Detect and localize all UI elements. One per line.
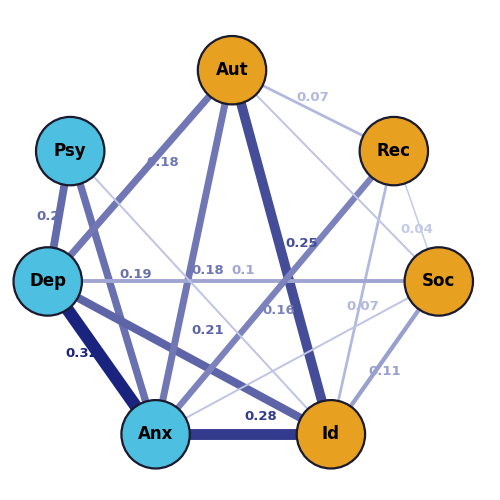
Text: 0.28: 0.28 xyxy=(245,410,278,423)
Text: 0.07: 0.07 xyxy=(346,300,378,312)
Circle shape xyxy=(359,116,428,186)
Text: 0.18: 0.18 xyxy=(191,264,224,276)
Circle shape xyxy=(16,249,80,314)
Circle shape xyxy=(404,247,473,316)
Circle shape xyxy=(298,402,364,466)
Text: 0.18: 0.18 xyxy=(146,156,178,169)
Text: 0.04: 0.04 xyxy=(400,224,433,236)
Circle shape xyxy=(121,400,190,469)
Text: Anx: Anx xyxy=(138,426,173,444)
Circle shape xyxy=(406,249,471,314)
Circle shape xyxy=(123,402,188,466)
Circle shape xyxy=(198,36,266,105)
Text: Psy: Psy xyxy=(54,142,86,160)
Circle shape xyxy=(200,38,264,102)
Text: 0.21: 0.21 xyxy=(191,324,224,338)
Circle shape xyxy=(296,400,366,469)
Circle shape xyxy=(36,116,105,186)
Text: 0.2: 0.2 xyxy=(36,210,60,223)
Text: Rec: Rec xyxy=(377,142,411,160)
Text: 0.11: 0.11 xyxy=(368,365,401,378)
Text: Soc: Soc xyxy=(422,272,456,290)
Circle shape xyxy=(362,118,426,184)
Text: 0.19: 0.19 xyxy=(119,268,152,281)
Text: Dep: Dep xyxy=(29,272,66,290)
Text: 0.16: 0.16 xyxy=(263,304,296,317)
Text: 0.1: 0.1 xyxy=(232,264,255,276)
Text: 0.25: 0.25 xyxy=(286,237,318,250)
Text: 0.07: 0.07 xyxy=(296,90,330,104)
Text: Aut: Aut xyxy=(216,61,248,79)
Circle shape xyxy=(38,118,102,184)
Circle shape xyxy=(13,247,82,316)
Text: 0.32: 0.32 xyxy=(65,347,98,360)
Text: Id: Id xyxy=(322,426,340,444)
